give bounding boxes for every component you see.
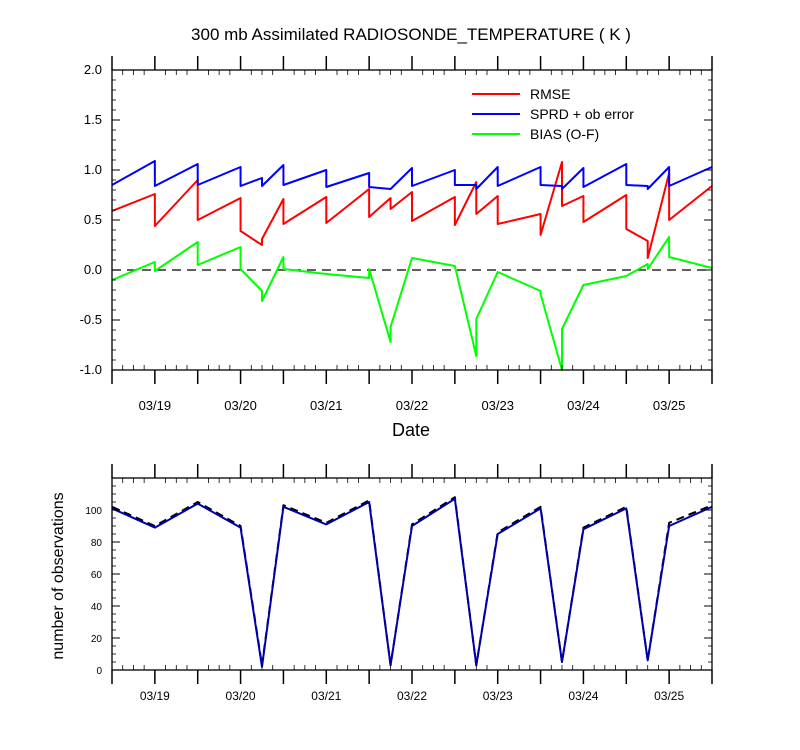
- chart-title: 300 mb Assimilated RADIOSONDE_TEMPERATUR…: [191, 25, 631, 44]
- y-tick-label: -0.5: [80, 312, 102, 327]
- y-tick-label: 60: [91, 570, 103, 581]
- x-tick-label: 03/20: [226, 689, 256, 703]
- x-tick-label: 03/19: [140, 689, 170, 703]
- y-tick-label: 80: [91, 538, 103, 549]
- x-tick-label: 03/21: [311, 689, 341, 703]
- x-axis-label: Date: [392, 420, 430, 440]
- x-tick-label: 03/22: [397, 689, 427, 703]
- x-tick-label: 03/20: [224, 398, 257, 413]
- series-line-bias-o-f: [111, 236, 713, 371]
- y-tick-label: 1.5: [84, 112, 102, 127]
- legend-label-rmse: RMSE: [530, 86, 570, 102]
- legend-label-bias-o-f: BIAS (O-F): [530, 126, 599, 142]
- legend: RMSE SPRD + ob error BIAS (O-F): [472, 86, 634, 142]
- x-tick-label: 03/25: [654, 689, 684, 703]
- series-line-rmse: [111, 161, 713, 259]
- x-tick-label: 03/24: [568, 689, 598, 703]
- y-axis-label: number of observations: [50, 492, 67, 659]
- x-tick-label: 03/24: [567, 398, 600, 413]
- series-line-assimilated: [111, 497, 713, 668]
- bottom-tick-group: 100 80 60 40 20 0 03/19 03/20 03/21 03/22 03/23 03/…: [85, 464, 713, 703]
- bottom-series-group: [111, 496, 713, 668]
- y-tick-label: 100: [85, 506, 102, 517]
- y-tick-label: 0.0: [84, 262, 102, 277]
- top-panel: 300 mb Assimilated RADIOSONDE_TEMPERATUR…: [80, 25, 713, 440]
- y-tick-label: 1.0: [84, 162, 102, 177]
- x-tick-label: 03/19: [139, 398, 172, 413]
- bottom-panel: 100 80 60 40 20 0 03/19 03/20 03/21 03/22 03/23 03/…: [50, 464, 713, 703]
- x-tick-label: 03/22: [396, 398, 429, 413]
- y-tick-label: 20: [91, 634, 103, 645]
- y-tick-label: 0: [96, 666, 102, 677]
- series-line-possible: [111, 496, 713, 667]
- x-tick-label: 03/23: [483, 689, 513, 703]
- y-tick-label: -1.0: [80, 362, 102, 377]
- top-series-group: [111, 160, 713, 371]
- top-tick-group: 2.0 1.5 1.0 0.5 0.0 -0.5 -1.0 03/19 03/20 03/21 03…: [80, 56, 713, 413]
- legend-label-sprd-ob-error: SPRD + ob error: [530, 106, 634, 122]
- x-tick-label: 03/25: [653, 398, 686, 413]
- x-tick-label: 03/23: [481, 398, 514, 413]
- y-tick-label: 40: [91, 602, 103, 613]
- y-tick-label: 2.0: [84, 62, 102, 77]
- series-line-sprd-ob-error: [111, 160, 713, 190]
- y-tick-label: 0.5: [84, 212, 102, 227]
- x-tick-label: 03/21: [310, 398, 343, 413]
